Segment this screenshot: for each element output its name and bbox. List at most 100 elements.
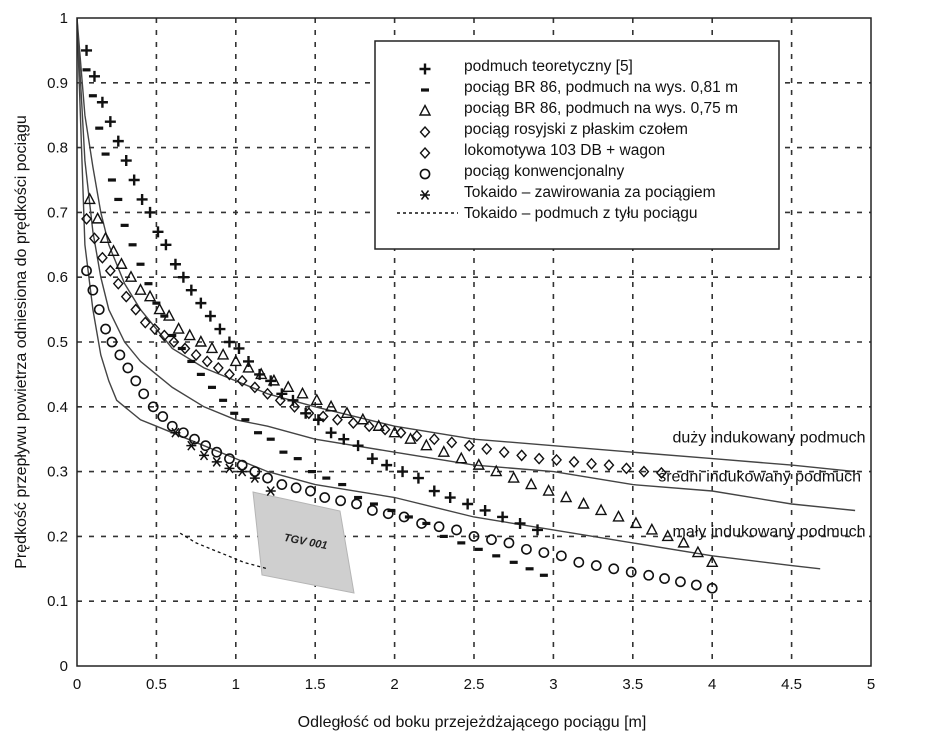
data-point: [262, 472, 273, 484]
data-point: [331, 413, 343, 426]
data-point: [411, 429, 423, 443]
data-point: [96, 96, 108, 108]
data-point: [265, 486, 276, 497]
data-point: [503, 537, 515, 549]
data-point: [472, 458, 485, 470]
data-point: [162, 309, 176, 321]
data-point: [160, 314, 169, 318]
data-point: [590, 560, 602, 571]
data-point: [625, 566, 637, 578]
data-point: [120, 223, 129, 227]
data-point: [249, 466, 261, 477]
data-point: [335, 495, 347, 507]
data-point: [509, 560, 518, 564]
data-point: [114, 349, 126, 361]
data-point: [437, 445, 450, 457]
series-0: [81, 44, 544, 536]
data-point: [594, 503, 608, 516]
data-point: [568, 455, 580, 468]
x-tick-label: 2: [390, 676, 398, 693]
data-point: [107, 244, 120, 256]
data-point: [603, 459, 615, 472]
data-point: [81, 44, 93, 56]
data-point: [661, 529, 674, 542]
tgv-image: TGV 001: [252, 491, 355, 594]
data-point: [621, 462, 632, 475]
y-axis-title: Prędkość przepływu powietrza odniesiona …: [13, 115, 30, 569]
data-point: [144, 282, 153, 286]
data-point: [262, 387, 274, 400]
data-point: [629, 516, 643, 529]
data-point: [196, 372, 205, 376]
data-point: [525, 567, 534, 571]
data-point: [211, 456, 222, 467]
data-point: [608, 563, 620, 575]
data-point: [404, 432, 417, 444]
data-point: [229, 354, 242, 367]
data-point: [289, 400, 300, 413]
data-point: [381, 459, 393, 471]
data-point: [532, 524, 544, 536]
data-point: [516, 449, 528, 462]
data-point: [446, 436, 458, 449]
data-point: [490, 464, 503, 477]
data-point: [492, 554, 501, 558]
data-point: [83, 192, 96, 205]
data-point: [219, 398, 228, 402]
data-point: [157, 411, 169, 422]
axis-ticks: 0 0.5 1 1.5 2 2.5 3 3.5 4 4.5 5 0 0.1 0.2 0.3 0.4 0.5 0.6…: [47, 10, 875, 693]
y-tick-label: 0.1: [47, 593, 68, 610]
data-point: [267, 373, 281, 386]
data-point: [166, 420, 178, 432]
data-point: [351, 498, 362, 510]
data-point: [282, 380, 295, 393]
data-point: [497, 511, 509, 523]
data-point: [91, 211, 104, 224]
legend-marker: [419, 146, 431, 160]
data-point: [255, 367, 268, 380]
data-point: [224, 453, 235, 465]
data-point: [573, 556, 585, 568]
data-point: [706, 555, 719, 568]
data-point: [433, 521, 445, 533]
data-point: [122, 362, 134, 374]
legend-marker: [421, 88, 429, 92]
envelope-curve: [77, 18, 821, 570]
data-point: [177, 346, 186, 351]
y-tick-label: 0.3: [47, 464, 68, 481]
data-point: [153, 302, 166, 315]
data-point: [356, 412, 369, 425]
series-5: [81, 265, 718, 594]
curve-annotation: średni indukowany podmuch: [658, 468, 861, 485]
legend-marker: [418, 103, 432, 116]
series-6: [170, 427, 276, 497]
data-point: [706, 582, 718, 594]
x-tick-label: 1.5: [305, 676, 326, 693]
data-point: [276, 479, 288, 490]
legend-marker: [420, 190, 430, 200]
data-point: [233, 342, 245, 354]
data-point: [93, 304, 105, 315]
data-point: [303, 407, 315, 420]
data-point: [168, 335, 180, 349]
data-point: [655, 466, 667, 479]
data-point: [107, 178, 116, 182]
data-point: [152, 226, 164, 238]
data-point: [468, 531, 480, 542]
data-point: [462, 498, 474, 510]
data-point: [112, 277, 124, 290]
data-point: [168, 333, 177, 338]
data-point: [136, 193, 148, 205]
series-2: [83, 192, 719, 568]
series-3: [81, 212, 667, 479]
data-point: [612, 509, 625, 522]
data-point: [274, 394, 286, 407]
data-point: [340, 406, 354, 418]
data-point: [185, 284, 197, 296]
data-point: [104, 264, 116, 277]
data-point: [169, 258, 181, 270]
data-point: [104, 116, 116, 128]
data-point: [214, 323, 226, 335]
data-point: [300, 407, 312, 419]
